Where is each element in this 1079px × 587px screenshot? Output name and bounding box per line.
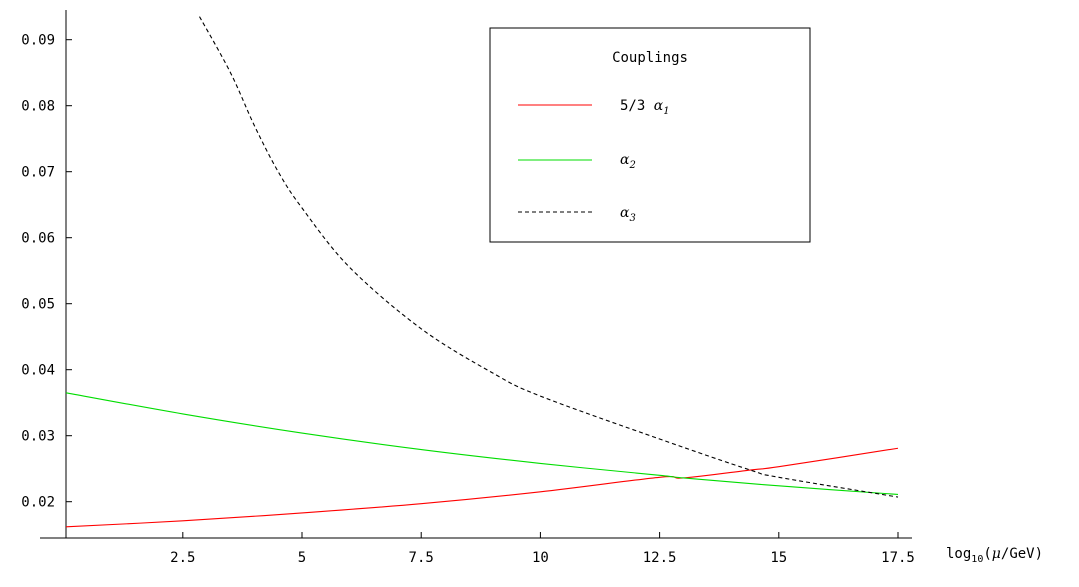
legend-title: Couplings: [612, 50, 688, 66]
legend-label-alpha2: α2: [620, 152, 636, 171]
x-tick-label: 15: [770, 550, 787, 566]
y-tick-label: 0.06: [21, 231, 55, 247]
legend-box: [489, 27, 811, 243]
series-alpha2-line: [65, 392, 899, 495]
y-tick-label: 0.02: [21, 495, 55, 511]
legend-label-alpha3: α3: [620, 205, 636, 224]
x-tick-label: 17.5: [881, 550, 915, 566]
x-tick-label: 10: [532, 550, 549, 566]
legend-label-alpha1: 5/3 α1: [620, 98, 670, 117]
x-tick-label: 7.5: [409, 550, 434, 566]
axes: [40, 10, 912, 539]
y-tick-label: 0.09: [21, 33, 55, 49]
y-tick-label: 0.05: [21, 297, 55, 313]
y-tick-label: 0.07: [21, 165, 55, 181]
x-tick-label: 5: [298, 550, 306, 566]
x-tick-label: 2.5: [170, 550, 195, 566]
legend: Couplings 5/3 α1 α2 α3: [489, 27, 811, 243]
x-axis-label: log10(μ/GeV): [946, 546, 1043, 565]
y-tick-label: 0.03: [21, 429, 55, 445]
series-layer: [65, 16, 899, 528]
y-tick-label: 0.08: [21, 99, 55, 115]
y-tick-label: 0.04: [21, 363, 55, 379]
x-tick-label: 12.5: [643, 550, 677, 566]
ticks: 2.5 5 7.5 10 12.5 15 17.5 0.02 0.03 0.04 0.05 0.06 0…: [21, 33, 915, 566]
series-alpha1-line: [65, 447, 899, 528]
